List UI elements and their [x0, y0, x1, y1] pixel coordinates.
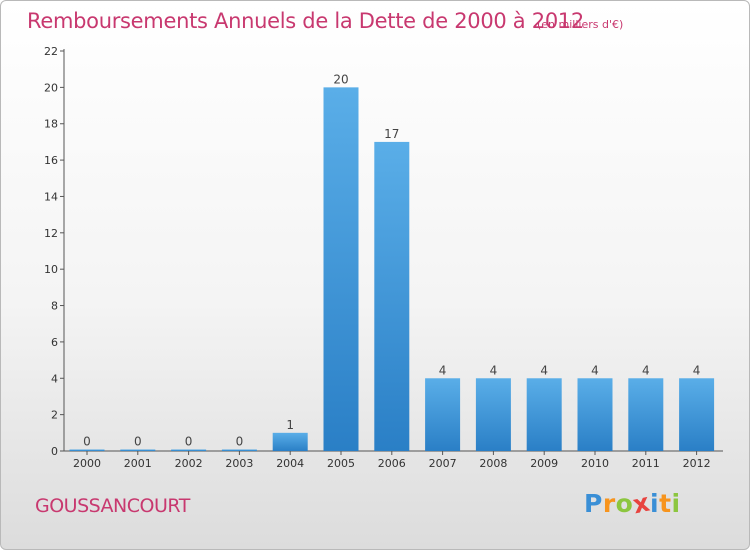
y-tick-label: 20	[44, 81, 58, 94]
data-label-2006: 17	[384, 127, 399, 141]
data-label-2003: 0	[236, 435, 244, 449]
data-label-2009: 4	[540, 363, 548, 377]
logo-letter: P	[584, 489, 603, 518]
x-tick-label-2007: 2007	[429, 457, 457, 470]
y-tick-label: 4	[51, 372, 58, 385]
chart-title: Remboursements Annuels de la Dette de 20…	[27, 9, 584, 33]
logo-letter: i	[671, 489, 681, 518]
logo-letter: t	[659, 489, 672, 518]
logo-letter: i	[650, 489, 660, 518]
bar-2006	[374, 141, 410, 451]
bar-2000	[69, 449, 105, 451]
bar-2009	[526, 378, 562, 451]
bar-2007	[425, 378, 461, 451]
x-tick-label-2011: 2011	[632, 457, 660, 470]
y-tick-label: 14	[44, 190, 58, 203]
x-tick-label-2005: 2005	[327, 457, 355, 470]
data-label-2007: 4	[439, 363, 447, 377]
bar-2008	[475, 378, 511, 451]
y-tick-label: 2	[51, 409, 58, 422]
data-label-2008: 4	[490, 363, 498, 377]
x-tick-label-2001: 2001	[124, 457, 152, 470]
data-label-2005: 20	[333, 72, 348, 86]
y-tick-label: 8	[51, 300, 58, 313]
x-tick-label-2009: 2009	[530, 457, 558, 470]
data-label-2012: 4	[693, 363, 701, 377]
y-tick-label: 18	[44, 118, 58, 131]
x-tick-label-2000: 2000	[73, 457, 101, 470]
bar-2010	[577, 378, 613, 451]
data-label-2011: 4	[642, 363, 650, 377]
x-tick-label-2010: 2010	[581, 457, 609, 470]
x-tick-label-2003: 2003	[225, 457, 253, 470]
y-tick-label: 22	[44, 45, 58, 58]
y-tick-label: 0	[51, 445, 58, 458]
chart-unit: (en milliers d'€)	[537, 18, 624, 31]
bar-2002	[171, 449, 207, 451]
proxiti-logo: Proxiti	[584, 488, 681, 520]
y-tick-label: 10	[44, 263, 58, 276]
x-tick-label-2012: 2012	[683, 457, 711, 470]
data-label-2000: 0	[83, 435, 91, 449]
bar-2004	[272, 432, 308, 451]
bar-2001	[120, 449, 156, 451]
y-tick-label: 16	[44, 154, 58, 167]
bar-2005	[323, 87, 359, 451]
data-label-2001: 0	[134, 435, 142, 449]
data-label-2010: 4	[591, 363, 599, 377]
logo-letter: o	[615, 489, 634, 518]
data-label-2002: 0	[185, 435, 193, 449]
data-label-2004: 1	[286, 418, 294, 432]
logo-letter: r	[602, 489, 616, 518]
x-tick-label-2006: 2006	[378, 457, 406, 470]
y-tick-label: 6	[51, 336, 58, 349]
bar-2003	[221, 449, 257, 451]
x-tick-label-2008: 2008	[479, 457, 507, 470]
bar-2011	[628, 378, 664, 451]
x-tick-label-2004: 2004	[276, 457, 304, 470]
bar-2012	[679, 378, 715, 451]
x-tick-label-2002: 2002	[175, 457, 203, 470]
commune-name: GOUSSANCOURT	[35, 495, 190, 517]
y-tick-label: 12	[44, 227, 58, 240]
